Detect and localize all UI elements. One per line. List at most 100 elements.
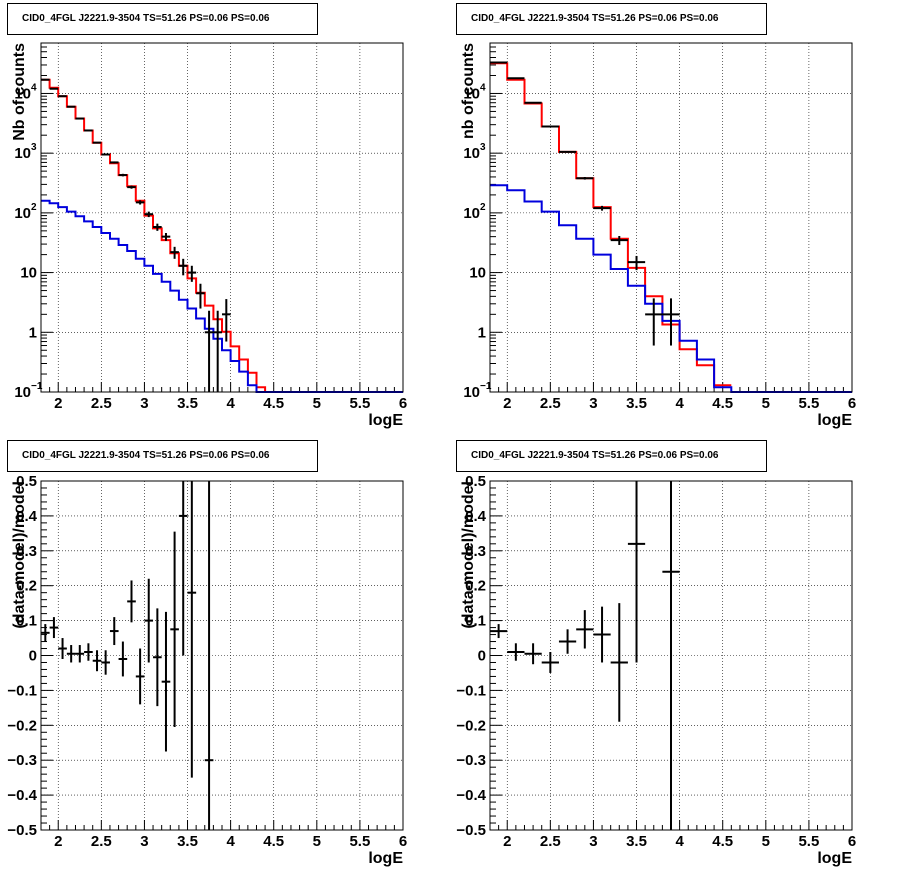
x-tick-label: 5 bbox=[762, 395, 770, 412]
x-tick-label: 5 bbox=[313, 833, 321, 850]
y-tick-label: 10 bbox=[463, 384, 480, 401]
y-tick-label: 0.3 bbox=[465, 543, 486, 560]
x-tick-label: 4.5 bbox=[712, 395, 733, 412]
x-tick-label: 2.5 bbox=[540, 395, 561, 412]
y-tick-label: 10 bbox=[469, 265, 486, 282]
x-tick-label: 5.5 bbox=[798, 833, 819, 850]
x-tick-label: 4 bbox=[675, 395, 684, 412]
y-tick-label: 0 bbox=[478, 648, 486, 665]
y-tick-label: −0.3 bbox=[456, 752, 486, 769]
x-tick-label: 4 bbox=[675, 833, 684, 850]
x-tick-label: 4 bbox=[226, 395, 235, 412]
x-tick-label: 6 bbox=[399, 395, 407, 412]
chart-title: CID0_4FGL J2221.9-3504 TS=51.26 PS=0.06 … bbox=[456, 440, 767, 472]
y-tick-label: 10 bbox=[14, 85, 31, 102]
y-tick-label: 0.4 bbox=[465, 508, 487, 525]
residual-plot-coarse: 2 2.5 3 3.5 4 4.5 5 5.5 6 −0.5 −0.4 −0.3 −0.2 −0.1 0 0.… bbox=[456, 473, 856, 867]
y-tick-label: 0.5 bbox=[465, 473, 486, 490]
y-tick-label: 0.5 bbox=[16, 473, 37, 490]
y-tick-label: −0.2 bbox=[456, 717, 486, 734]
x-tick-label: 4.5 bbox=[263, 833, 284, 850]
x-tick-label: 3 bbox=[589, 833, 597, 850]
plot-frame bbox=[40, 480, 404, 831]
y-tick-label: 10 bbox=[463, 205, 480, 222]
plot-frame bbox=[489, 42, 853, 393]
y-tick-exponent: 4 bbox=[480, 82, 486, 93]
x-axis-label: logE bbox=[368, 850, 403, 867]
y-tick-label: 10 bbox=[463, 145, 480, 162]
y-tick-exponent: 3 bbox=[31, 142, 37, 153]
y-tick-label: −0.1 bbox=[456, 682, 486, 699]
x-tick-label: 2 bbox=[503, 395, 511, 412]
x-tick-label: 4.5 bbox=[712, 833, 733, 850]
x-tick-label: 2 bbox=[54, 395, 62, 412]
y-tick-exponent: −1 bbox=[31, 381, 43, 392]
y-axis-label: (data-model)/model bbox=[460, 481, 477, 629]
model-source-line bbox=[490, 184, 852, 393]
plot-frame bbox=[489, 480, 853, 831]
y-tick-label: −0.2 bbox=[7, 717, 37, 734]
x-tick-label: 2.5 bbox=[540, 833, 561, 850]
x-tick-label: 5.5 bbox=[349, 395, 370, 412]
residual-plot-fine: 2 2.5 3 3.5 4 4.5 5 5.5 6 −0.5 −0.4 −0.3 −0.2 −0.1 0 0.… bbox=[7, 473, 407, 867]
y-tick-label: 0.4 bbox=[16, 508, 38, 525]
y-tick-label: 10 bbox=[14, 145, 31, 162]
x-tick-label: 2.5 bbox=[91, 395, 112, 412]
x-tick-label: 2 bbox=[503, 833, 511, 850]
x-tick-label: 6 bbox=[848, 395, 856, 412]
x-tick-label: 3.5 bbox=[626, 833, 647, 850]
x-tick-label: 3.5 bbox=[626, 395, 647, 412]
x-axis-label: logE bbox=[817, 412, 852, 429]
x-tick-label: 3.5 bbox=[177, 395, 198, 412]
y-tick-exponent: 2 bbox=[480, 202, 486, 213]
model-total-line bbox=[41, 78, 291, 393]
x-tick-label: 5 bbox=[762, 833, 770, 850]
y-tick-label: 0.2 bbox=[465, 578, 486, 595]
y-tick-label: 10 bbox=[20, 265, 37, 282]
y-tick-label: 10 bbox=[14, 384, 31, 401]
y-tick-exponent: 3 bbox=[480, 142, 486, 153]
x-tick-label: 4.5 bbox=[263, 395, 284, 412]
y-tick-label: 0.1 bbox=[16, 613, 37, 630]
x-tick-label: 6 bbox=[399, 833, 407, 850]
chart-title: CID0_4FGL J2221.9-3504 TS=51.26 PS=0.06 … bbox=[456, 3, 767, 35]
x-tick-label: 4 bbox=[226, 833, 235, 850]
y-tick-exponent: −1 bbox=[480, 381, 492, 392]
y-tick-label: −0.4 bbox=[7, 787, 37, 804]
plot-frame bbox=[40, 42, 404, 393]
y-tick-label: 1 bbox=[29, 324, 37, 341]
x-tick-label: 3 bbox=[589, 395, 597, 412]
x-tick-label: 3 bbox=[140, 833, 148, 850]
y-tick-exponent: 2 bbox=[31, 202, 37, 213]
x-tick-label: 3.5 bbox=[177, 833, 198, 850]
y-tick-label: 10 bbox=[463, 85, 480, 102]
x-tick-label: 2.5 bbox=[91, 833, 112, 850]
y-tick-label: 10 bbox=[14, 205, 31, 222]
y-tick-label: 0 bbox=[29, 648, 37, 665]
x-tick-label: 3 bbox=[140, 395, 148, 412]
x-axis-label: logE bbox=[368, 412, 403, 429]
model-source-line bbox=[41, 199, 403, 393]
y-tick-label: 0.3 bbox=[16, 543, 37, 560]
y-tick-label: 0.1 bbox=[465, 613, 486, 630]
y-tick-label: −0.3 bbox=[7, 752, 37, 769]
chart-title: CID0_4FGL J2221.9-3504 TS=51.26 PS=0.06 … bbox=[7, 3, 318, 35]
x-tick-label: 2 bbox=[54, 833, 62, 850]
y-tick-label: −0.4 bbox=[456, 787, 486, 804]
y-tick-label: −0.1 bbox=[7, 682, 37, 699]
x-tick-label: 6 bbox=[848, 833, 856, 850]
y-axis-label: nb of counts bbox=[460, 43, 477, 139]
chart-title: CID0_4FGL J2221.9-3504 TS=51.26 PS=0.06 … bbox=[7, 440, 318, 472]
y-tick-exponent: 4 bbox=[31, 82, 37, 93]
model-total-line bbox=[490, 62, 732, 387]
y-axis-label: Nb of counts bbox=[11, 43, 28, 141]
y-tick-label: −0.5 bbox=[7, 822, 37, 839]
x-axis-label: logE bbox=[817, 850, 852, 867]
y-axis-label: (data-model)/model bbox=[11, 481, 28, 629]
x-tick-label: 5.5 bbox=[798, 395, 819, 412]
y-tick-label: 0.2 bbox=[16, 578, 37, 595]
x-tick-label: 5 bbox=[313, 395, 321, 412]
